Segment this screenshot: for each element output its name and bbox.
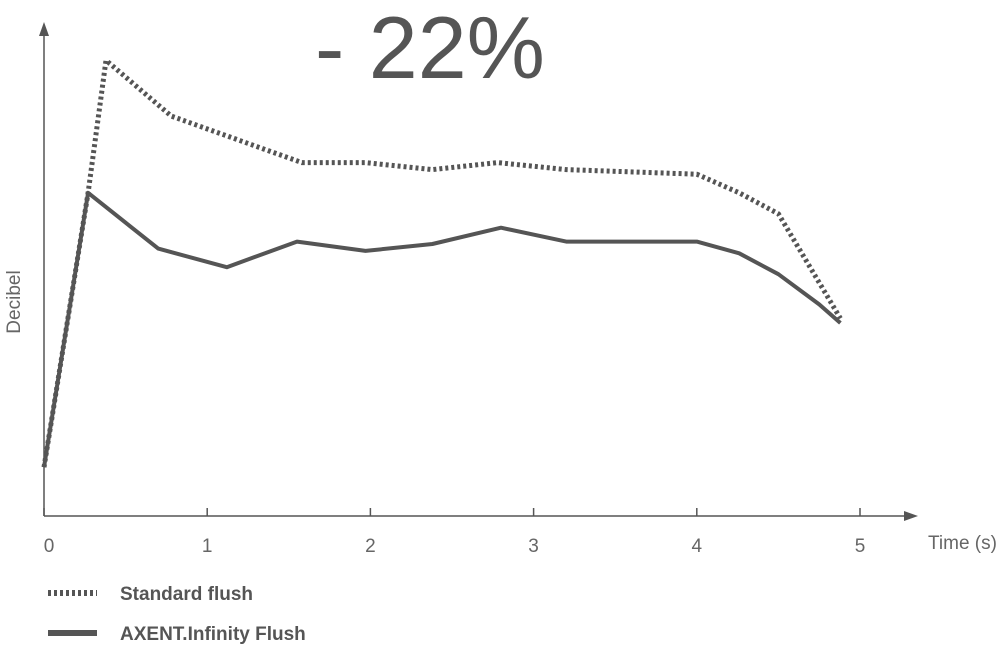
x-tick-label-2: 2 [365, 536, 376, 557]
legend: Standard flush AXENT.Infinity Flush [48, 584, 306, 645]
legend-label-axent-infinity-flush: AXENT.Infinity Flush [120, 624, 306, 645]
x-tick-label-3: 3 [528, 536, 539, 557]
axes [39, 22, 918, 521]
series-line-axent-infinity-flush [42, 190, 842, 468]
x-ticks: 0 1 2 3 4 5 [43, 508, 866, 557]
series-line-standard-flush [41, 57, 843, 468]
x-tick-label-1: 1 [202, 536, 213, 557]
x-tick-label-5: 5 [855, 536, 866, 557]
headline-percentage: - 22% [315, 0, 545, 97]
series-layer [41, 57, 843, 468]
x-axis-arrowhead [904, 511, 918, 521]
x-tick-label-0: 0 [44, 536, 55, 557]
y-axis-arrowhead [39, 22, 49, 36]
y-axis-label: Decibel [4, 270, 25, 333]
legend-label-standard-flush: Standard flush [120, 584, 253, 605]
x-tick-label-4: 4 [692, 536, 703, 557]
x-axis-label: Time (s) [928, 533, 997, 554]
